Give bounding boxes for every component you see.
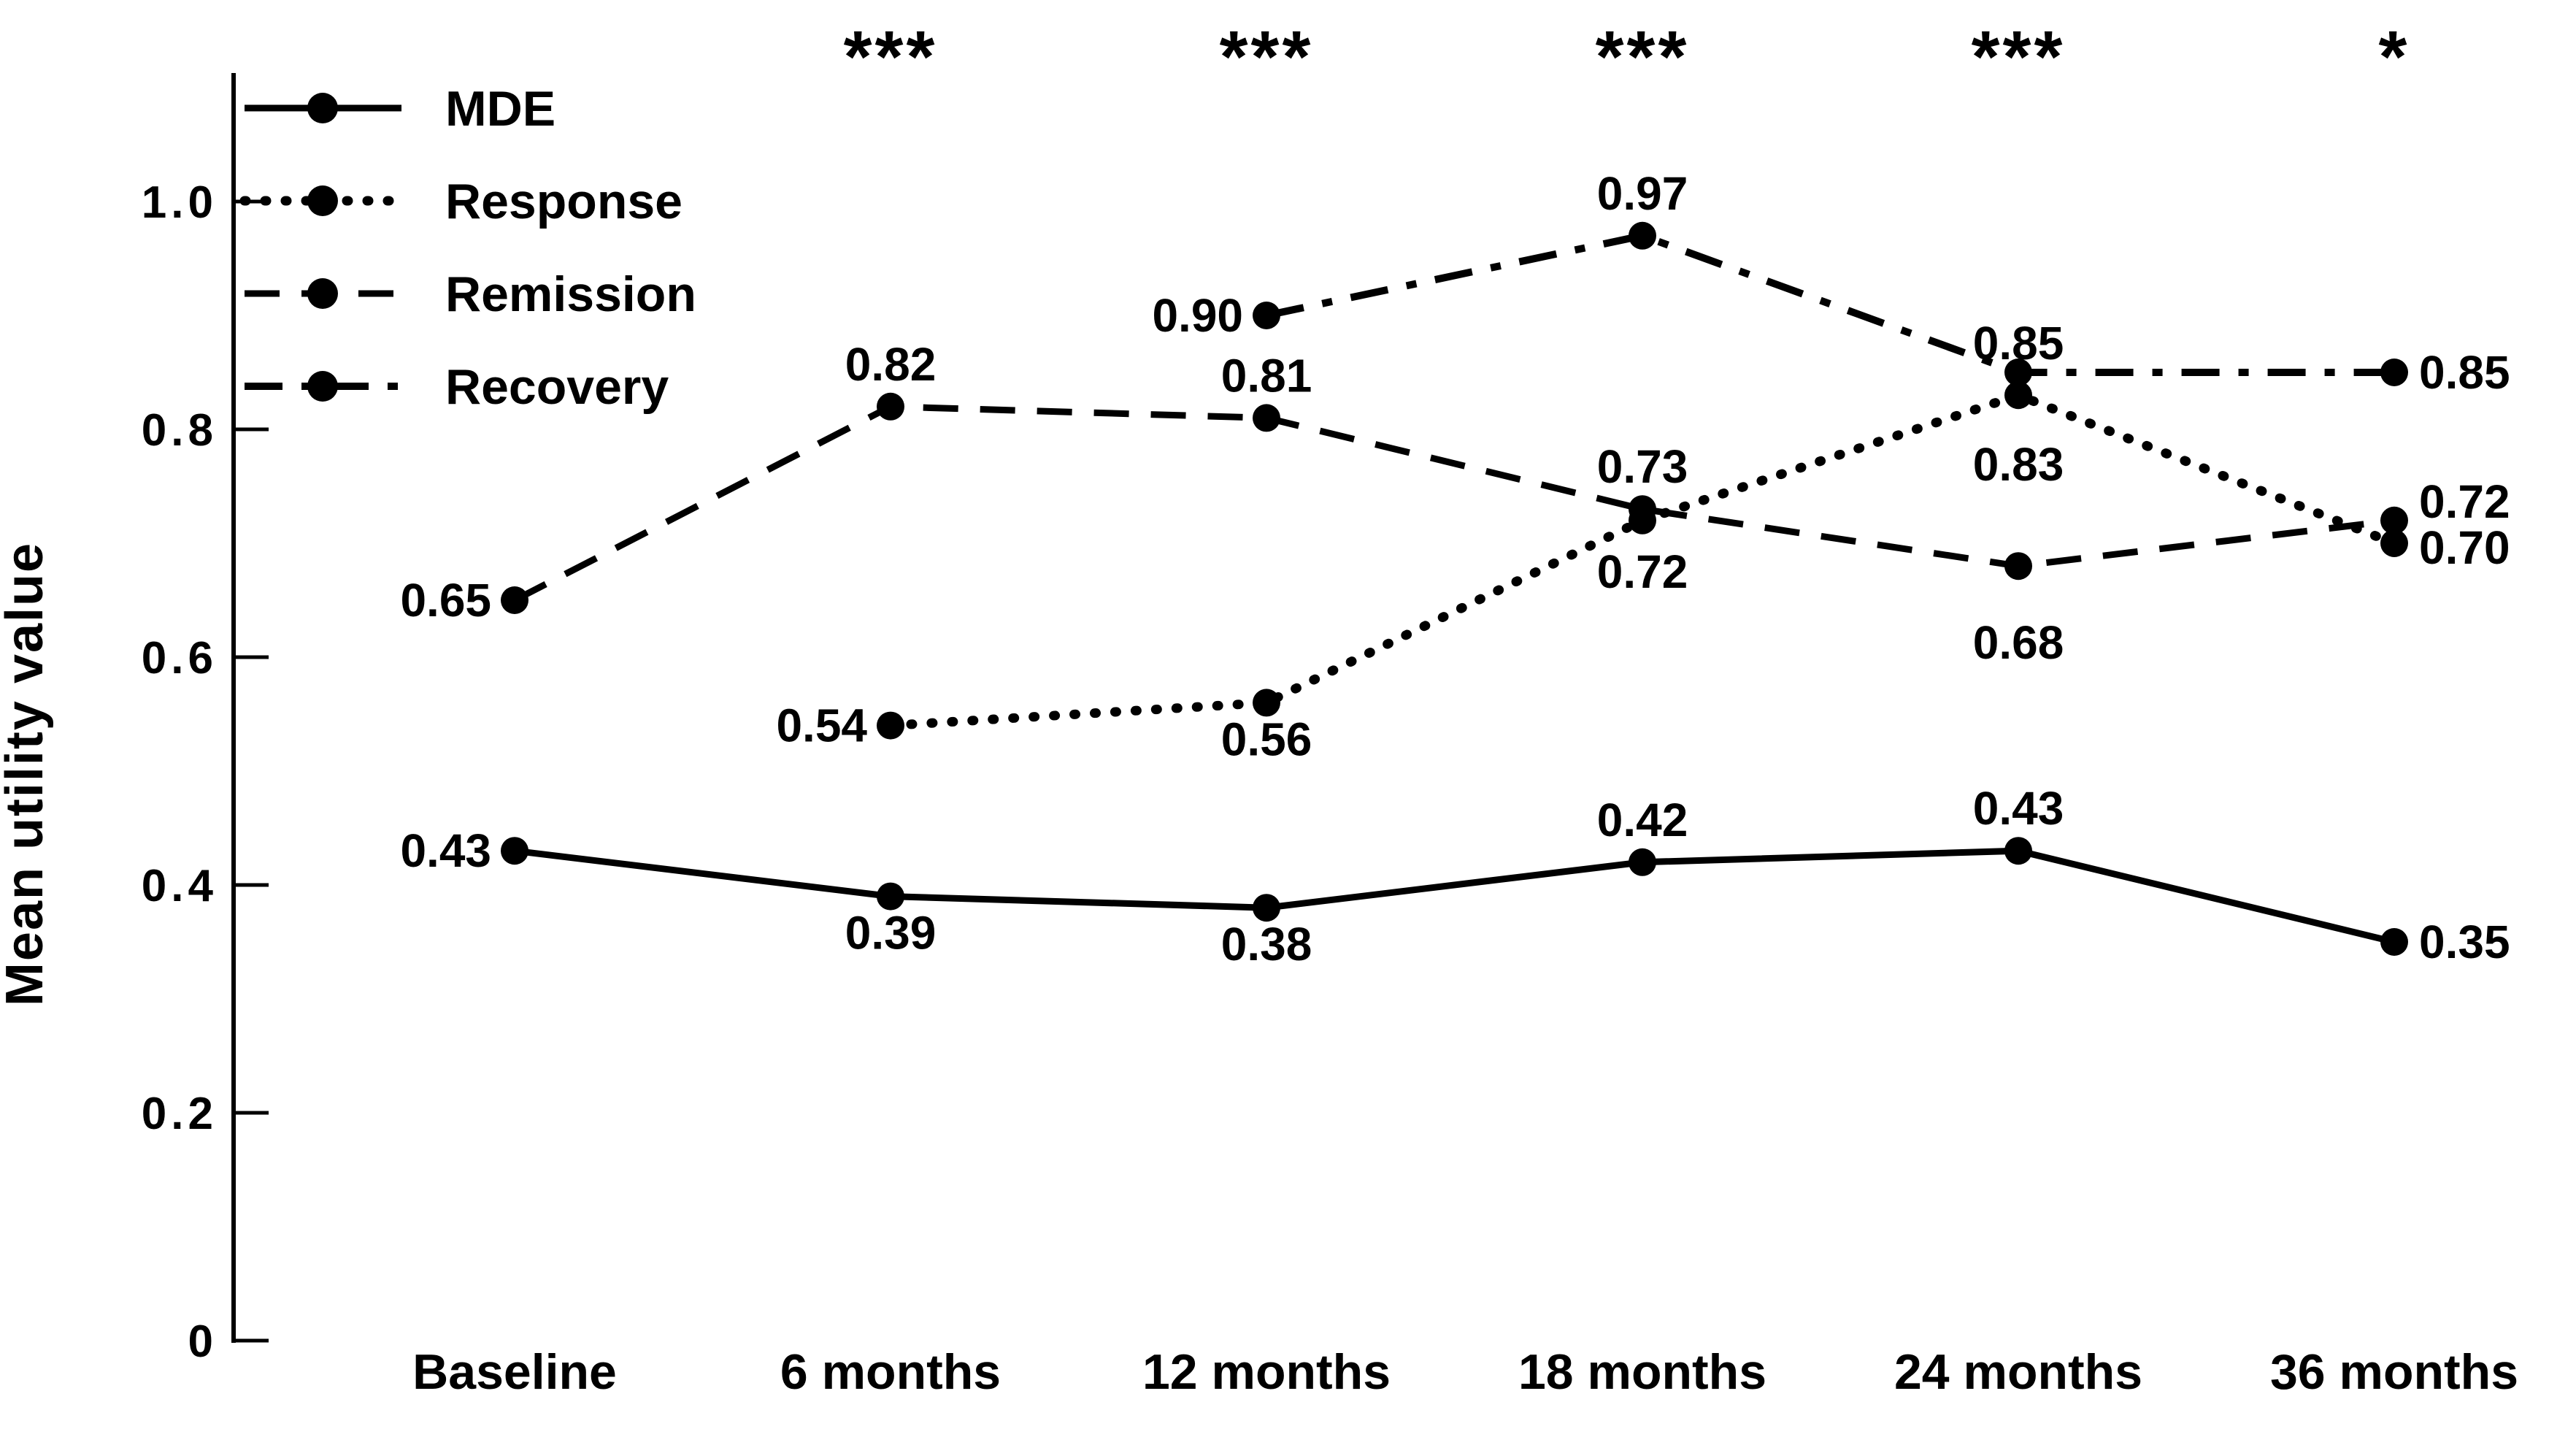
series-lines xyxy=(512,231,2399,946)
y-axis: 0 0.2 0.4 0.6 0.8 1.0 Mean utility value xyxy=(0,73,269,1367)
data-point xyxy=(2004,381,2032,410)
y-tick-label: 1.0 xyxy=(142,177,218,228)
data-point-label: 0.42 xyxy=(1597,794,1688,846)
legend-item: Recovery xyxy=(245,359,669,415)
legend-marker xyxy=(307,185,338,216)
significance-stars: *** xyxy=(844,16,938,98)
data-point-label: 0.85 xyxy=(1973,317,2064,369)
data-point-label: 0.72 xyxy=(2419,475,2510,528)
significance-stars: * xyxy=(2379,16,2410,98)
y-tick-label: 0.4 xyxy=(142,861,218,911)
x-tick-label: 6 months xyxy=(780,1344,1001,1400)
x-tick-label: 36 months xyxy=(2270,1344,2518,1400)
legend-marker xyxy=(307,93,338,123)
y-tick-label: 0.8 xyxy=(142,405,218,456)
x-tick-label: 18 months xyxy=(1518,1344,1766,1400)
legend-label: Remission xyxy=(445,267,696,322)
data-point xyxy=(501,586,528,614)
data-point-label: 0.90 xyxy=(1152,289,1243,342)
data-point xyxy=(2380,359,2408,386)
data-point xyxy=(1629,221,1656,250)
data-point xyxy=(2004,552,2032,580)
y-tick-label: 0.2 xyxy=(142,1089,218,1139)
data-point xyxy=(1629,848,1656,876)
data-point xyxy=(1253,689,1280,717)
data-point xyxy=(2380,928,2408,956)
data-point xyxy=(1253,894,1280,922)
legend-item: Response xyxy=(239,174,683,229)
data-point-label: 0.38 xyxy=(1221,918,1312,970)
data-point xyxy=(1629,495,1656,524)
x-tick-label: 24 months xyxy=(1894,1344,2142,1400)
legend-label: Recovery xyxy=(445,359,669,415)
data-point xyxy=(877,392,904,421)
data-point xyxy=(1253,302,1280,329)
data-point-label: 0.81 xyxy=(1221,349,1312,402)
x-tick-label: 12 months xyxy=(1142,1344,1391,1400)
data-point xyxy=(2380,529,2408,557)
series-line-remission xyxy=(512,403,2395,604)
data-point-label: 0.68 xyxy=(1973,616,2064,669)
legend-label: Response xyxy=(445,174,683,229)
data-point xyxy=(877,882,904,911)
y-tick-label: 0.6 xyxy=(142,633,218,683)
significance-stars: *** xyxy=(1596,16,1690,98)
data-point xyxy=(2004,837,2032,865)
data-point xyxy=(501,837,528,865)
data-point-label: 0.82 xyxy=(845,338,937,391)
data-point xyxy=(2380,506,2408,534)
y-axis-title: Mean utility value xyxy=(0,542,54,1006)
legend-item: Remission xyxy=(245,267,696,322)
data-point-label: 0.83 xyxy=(1973,438,2064,491)
data-point-label: 0.65 xyxy=(400,574,491,626)
data-point-label: 0.73 xyxy=(1597,440,1688,493)
legend: MDE Response Remission Recovery xyxy=(239,81,696,415)
series-line-mde xyxy=(514,847,2396,946)
data-point-label: 0.43 xyxy=(400,824,491,877)
data-point-label: 0.72 xyxy=(1597,545,1688,598)
legend-marker xyxy=(307,278,338,309)
data-point xyxy=(2004,359,2032,386)
series-line-recovery xyxy=(1265,231,2394,376)
series-points: 0.43 0.39 0.38 0.42 0.43 0.35 0.54 0.56 0.72 0.83… xyxy=(400,167,2510,970)
data-point-label: 0.43 xyxy=(1973,782,2064,835)
data-point xyxy=(877,711,904,740)
data-point-label: 0.56 xyxy=(1221,713,1312,765)
legend-label: MDE xyxy=(445,81,555,137)
significance-stars: *** xyxy=(1972,16,2066,98)
x-tick-label: Baseline xyxy=(412,1344,617,1400)
x-axis: Baseline 6 months 12 months 18 months 24 mon… xyxy=(412,1344,2518,1400)
data-point-label: 0.85 xyxy=(2419,346,2510,399)
significance-stars: *** xyxy=(1220,16,1314,98)
data-point-label: 0.54 xyxy=(776,700,867,752)
legend-marker xyxy=(307,371,338,402)
significance-markers: *** *** *** *** * xyxy=(844,16,2410,98)
data-point xyxy=(1253,404,1280,432)
legend-item: MDE xyxy=(245,81,555,137)
data-point-label: 0.35 xyxy=(2419,916,2510,968)
data-point-label: 0.70 xyxy=(2419,521,2510,574)
data-point-label: 0.39 xyxy=(845,907,937,959)
data-point-label: 0.97 xyxy=(1597,167,1688,220)
y-tick-label: 0 xyxy=(188,1317,218,1367)
